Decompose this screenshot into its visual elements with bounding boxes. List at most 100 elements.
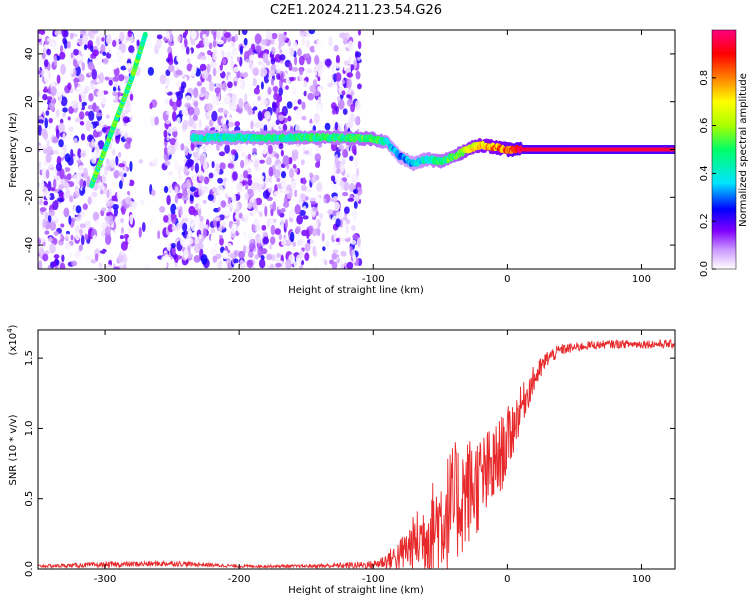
spectrogram-noise-cell [279,224,285,229]
colorbar-tick-label: 0.2 [699,213,710,229]
spectrogram-noise-cell [112,40,117,48]
spectrogram-noise-cell [59,168,65,180]
spectrogram-noise-cell [69,88,74,94]
spectrogram-noise-cell [236,56,241,63]
spectrogram-noise-cell [302,177,307,185]
spectrogram-noise-cell [233,80,238,87]
spectrogram-noise-cell [128,45,135,54]
spectrogram-noise-cell [50,85,57,97]
spectrogram-noise-cell [154,116,159,126]
spectrogram-noise-cell [222,220,226,228]
spectrogram-noise-cell [105,158,110,166]
spectrogram-noise-cell [118,163,125,168]
spectrogram-noise-cell [317,76,321,82]
spectrogram-noise-cell [64,153,71,163]
spectrogram-noise-cell [258,205,265,212]
spectrogram-noise-cell [96,90,104,97]
spectrogram-noise-cell [183,166,189,176]
spectrogram-noise-cell [41,167,46,176]
spectrogram-x-tick-label: 100 [632,274,651,285]
spectrogram-noise-cell [317,39,324,45]
spectrogram-noise-cell [264,205,268,217]
spectrogram-noise-cell [260,81,264,90]
spectrogram-noise-cell [179,205,183,217]
spectrogram-noise-cell [281,179,287,190]
spectrogram-noise-cell [44,230,50,235]
spectrogram-noise-cell [176,117,181,124]
spectrogram-noise-cell [336,185,342,194]
spectrogram-noise-cell [274,39,280,46]
spectrogram-noise-cell [84,85,90,92]
spectrogram-noise-cell [335,168,341,175]
spectrogram-noise-cell [38,246,44,257]
spectrogram-noise-cell [201,254,208,265]
spectrogram-noise-cell [198,234,202,240]
spectrogram-noise-cell [280,170,287,179]
spectrogram-noise-cell [47,123,52,131]
spectrogram-y-tick-label: -20 [24,189,35,205]
spectrogram-noise-cell [223,96,231,105]
spectrogram-noise-cell [101,207,107,212]
spectrogram-noise-cell [308,30,316,35]
spectrogram-noise-cell [248,54,255,62]
spectrogram-noise-cell [166,57,170,63]
spectrogram-noise-cell [309,237,315,247]
spectrogram-noise-cell [46,96,53,101]
spectrogram-noise-cell [68,195,74,203]
spectrogram-noise-cell [242,245,247,254]
spectrogram-noise-cell [285,85,289,90]
spectrogram-noise-cell [203,90,210,100]
spectrogram-noise-cell [104,234,112,245]
spectrogram-noise-cell [109,172,114,177]
spectrogram-noise-cell [216,244,221,255]
spectrogram-noise-cell [222,58,227,65]
spectrogram-noise-cell [138,217,144,223]
spectrogram-noise-cell [43,73,49,79]
spectrogram-noise-cell [289,231,295,243]
spectrogram-noise-cell [118,180,123,190]
spectrogram-noise-cell [38,69,42,75]
spectrogram-noise-cell [294,83,300,90]
snr-x-label: Height of straight line (km) [288,585,424,596]
spectrogram-noise-cell [212,67,217,77]
spectrogram-noise-cell [321,232,325,242]
spectrogram-y-tick-label: 20 [24,95,35,108]
spectrogram-noise-cell [91,156,97,164]
spectrogram-noise-cell [207,194,214,202]
spectrogram-noise-cell [164,160,171,166]
spectrogram-noise-cell [291,67,299,72]
spectrogram-noise-cell [307,147,313,158]
spectrogram-noise-cell [267,181,271,187]
spectrogram-noise-cell [293,55,298,66]
spectrogram-noise-cell [163,129,168,138]
spectrogram-noise-cell [193,254,201,263]
spectrogram-noise-cell [49,252,56,258]
spectrogram-noise-cell [112,203,119,210]
spectrogram-noise-cell [125,137,133,143]
spectrogram-noise-cell [139,199,145,206]
spectrogram-noise-cell [251,210,256,216]
spectrogram-noise-cell [308,224,314,235]
spectrogram-noise-cell [317,96,322,105]
snr-background [38,330,675,569]
spectrogram-noise-cell [61,30,68,38]
spectrogram-noise-cell [355,70,361,80]
spectrogram-noise-cell [127,226,133,234]
spectrogram-noise-cell [231,223,237,234]
spectrogram-noise-cell [81,61,86,71]
spectrogram-noise-cell [106,189,110,199]
spectrogram-noise-cell [165,119,171,125]
spectrogram-noise-cell [216,221,220,228]
spectrogram-noise-cell [57,234,61,241]
spectrogram-noise-cell [101,37,105,42]
spectrogram-noise-cell [127,111,133,118]
spectrogram-noise-cell [79,121,85,126]
spectrogram-noise-cell [324,58,332,67]
spectrogram-noise-cell [71,260,78,267]
spectrogram-noise-cell [270,207,274,217]
spectrogram-noise-cell [44,250,50,255]
spectrogram-noise-cell [258,258,266,269]
spectrogram-noise-cell [234,121,241,127]
spectrogram-noise-cell [352,233,359,240]
spectrogram-noise-cell [197,242,204,250]
